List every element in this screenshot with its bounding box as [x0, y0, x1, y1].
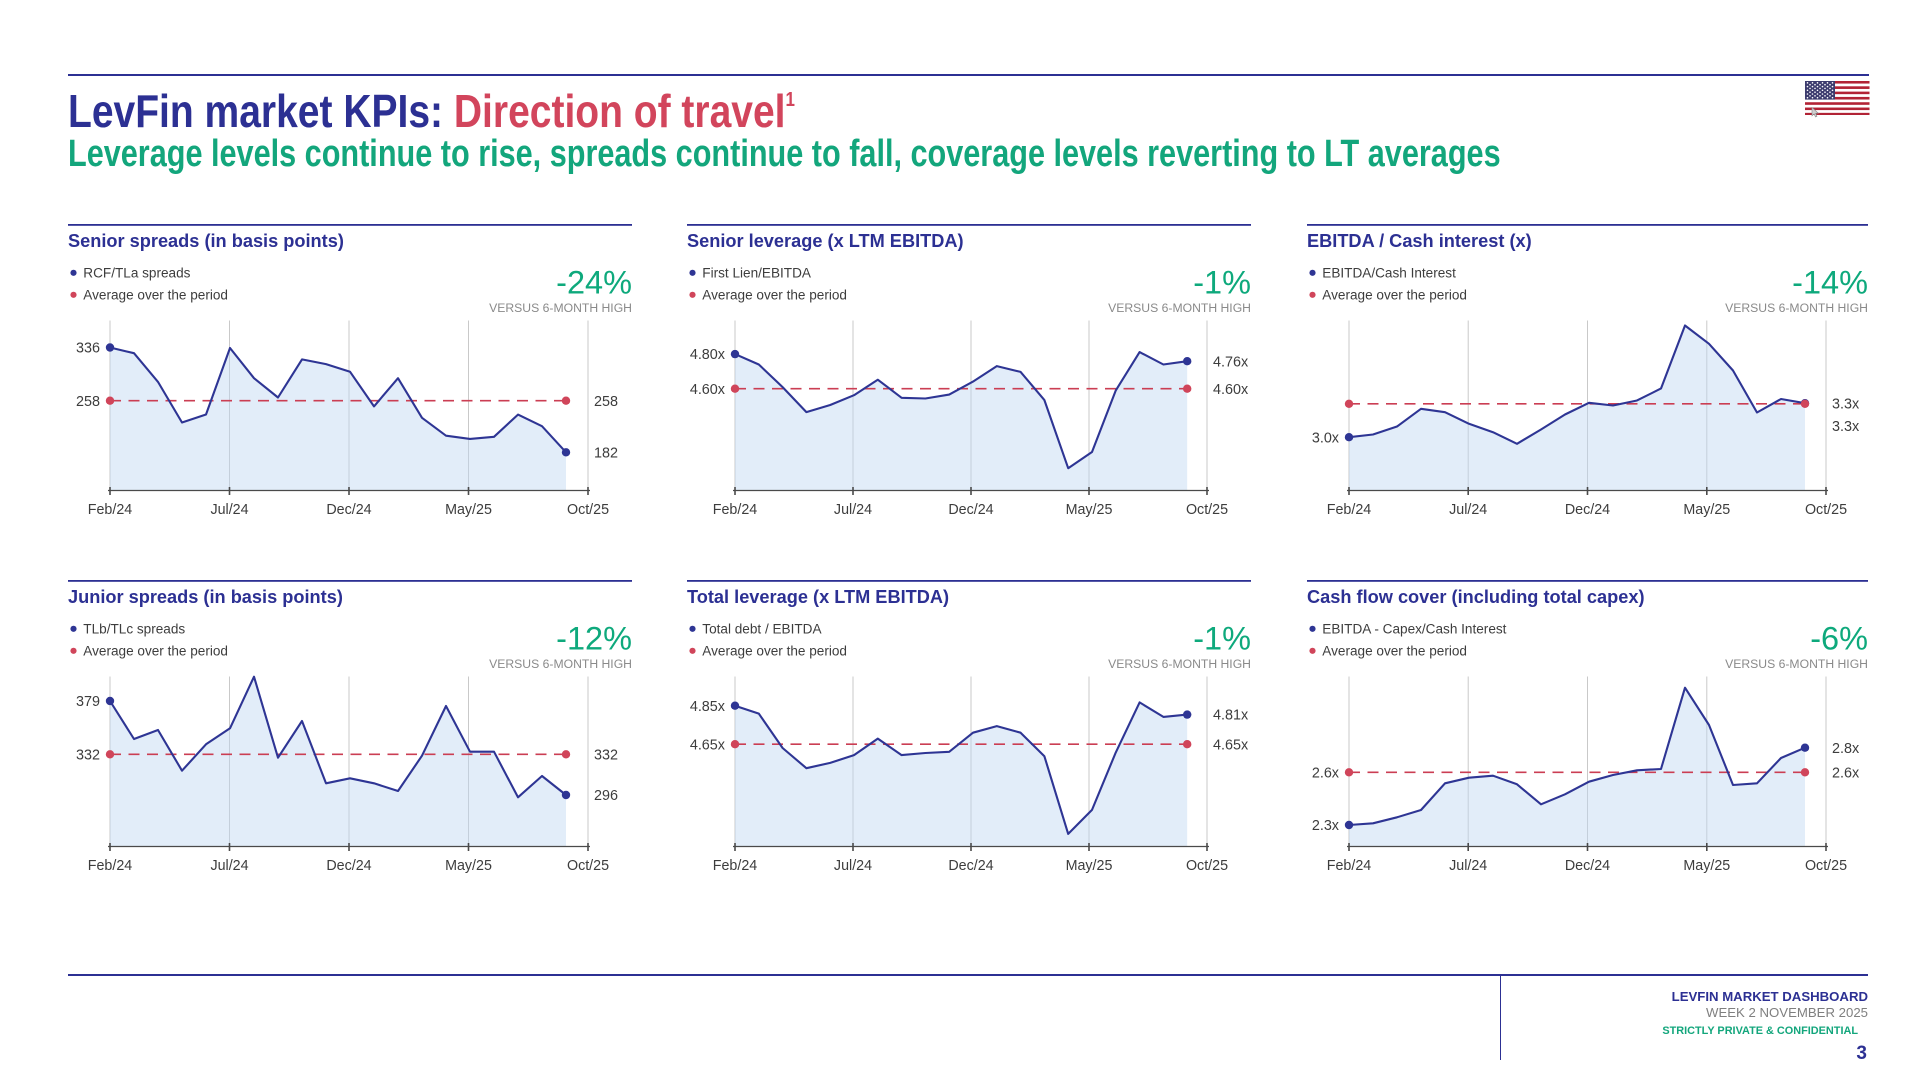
- svg-text:-14%: -14%: [1792, 264, 1868, 300]
- svg-text:Feb/24: Feb/24: [88, 858, 133, 874]
- svg-text:Dec/24: Dec/24: [326, 858, 371, 874]
- svg-text:VERSUS 6-MONTH HIGH: VERSUS 6-MONTH HIGH: [489, 300, 632, 314]
- svg-text:Jul/24: Jul/24: [834, 858, 872, 874]
- svg-text:Cash flow cover (including tot: Cash flow cover (including total capex): [1307, 587, 1645, 607]
- svg-text:Oct/25: Oct/25: [1186, 501, 1228, 517]
- svg-text:4.60x: 4.60x: [690, 381, 726, 397]
- svg-text:-6%: -6%: [1810, 621, 1868, 657]
- svg-text:Oct/25: Oct/25: [567, 501, 609, 517]
- svg-text:TLb/TLc spreads: TLb/TLc spreads: [83, 622, 185, 637]
- svg-text:2.3x: 2.3x: [1312, 818, 1340, 834]
- svg-text:Senior leverage (x LTM EBITDA): Senior leverage (x LTM EBITDA): [687, 230, 964, 250]
- svg-text:Oct/25: Oct/25: [1186, 858, 1228, 874]
- svg-text:VERSUS 6-MONTH HIGH: VERSUS 6-MONTH HIGH: [489, 657, 632, 671]
- svg-text:VERSUS 6-MONTH HIGH: VERSUS 6-MONTH HIGH: [1725, 300, 1868, 314]
- svg-text:May/25: May/25: [445, 858, 492, 874]
- svg-text:VERSUS 6-MONTH HIGH: VERSUS 6-MONTH HIGH: [1108, 657, 1251, 671]
- svg-text:Average over the period: Average over the period: [1322, 644, 1467, 659]
- svg-text:2.8x: 2.8x: [1832, 741, 1860, 757]
- svg-text:332: 332: [76, 747, 100, 763]
- svg-text:Dec/24: Dec/24: [1565, 858, 1610, 874]
- svg-text:Feb/24: Feb/24: [1327, 501, 1372, 517]
- svg-text:May/25: May/25: [445, 501, 492, 517]
- svg-text:Junior spreads (in basis point: Junior spreads (in basis points): [68, 587, 343, 607]
- svg-text:2.6x: 2.6x: [1832, 765, 1860, 781]
- svg-text:Oct/25: Oct/25: [567, 858, 609, 874]
- svg-text:EBITDA/Cash Interest: EBITDA/Cash Interest: [1322, 265, 1456, 280]
- svg-text:4.60x: 4.60x: [1213, 381, 1249, 397]
- svg-text:RCF/TLa spreads: RCF/TLa spreads: [83, 265, 190, 280]
- svg-text:Jul/24: Jul/24: [1449, 501, 1487, 517]
- svg-text:VERSUS 6-MONTH HIGH: VERSUS 6-MONTH HIGH: [1108, 300, 1251, 314]
- svg-text:Oct/25: Oct/25: [1805, 501, 1847, 517]
- svg-text:4.76x: 4.76x: [1213, 354, 1249, 370]
- svg-text:336: 336: [76, 340, 100, 356]
- svg-text:379: 379: [76, 694, 100, 710]
- svg-text:Average over the period: Average over the period: [83, 287, 228, 302]
- svg-text:4.85x: 4.85x: [690, 699, 726, 715]
- svg-text:4.65x: 4.65x: [1213, 737, 1249, 753]
- svg-text:258: 258: [76, 393, 100, 409]
- svg-text:Oct/25: Oct/25: [1805, 858, 1847, 874]
- svg-text:-24%: -24%: [556, 264, 632, 300]
- svg-text:2.6x: 2.6x: [1312, 765, 1340, 781]
- svg-text:Average over the period: Average over the period: [83, 644, 228, 659]
- svg-text:332: 332: [594, 747, 618, 763]
- svg-text:Jul/24: Jul/24: [210, 501, 248, 517]
- svg-text:3.3x: 3.3x: [1832, 419, 1860, 435]
- svg-text:3.3x: 3.3x: [1832, 396, 1860, 412]
- svg-text:Jul/24: Jul/24: [210, 858, 248, 874]
- svg-text:Average over the period: Average over the period: [1322, 287, 1467, 302]
- svg-text:258: 258: [594, 393, 618, 409]
- svg-text:Total leverage (x LTM EBITDA): Total leverage (x LTM EBITDA): [687, 587, 949, 607]
- svg-text:May/25: May/25: [1066, 501, 1113, 517]
- svg-text:4.80x: 4.80x: [690, 347, 726, 363]
- svg-text:First Lien/EBITDA: First Lien/EBITDA: [702, 265, 812, 280]
- svg-text:Dec/24: Dec/24: [1565, 501, 1610, 517]
- svg-text:VERSUS 6-MONTH HIGH: VERSUS 6-MONTH HIGH: [1725, 657, 1868, 671]
- svg-text:Feb/24: Feb/24: [713, 858, 758, 874]
- svg-text:4.81x: 4.81x: [1213, 708, 1249, 724]
- svg-text:-1%: -1%: [1193, 621, 1251, 657]
- svg-text:Feb/24: Feb/24: [713, 501, 758, 517]
- svg-text:Average over the period: Average over the period: [702, 287, 847, 302]
- svg-text:EBITDA / Cash interest (x): EBITDA / Cash interest (x): [1307, 230, 1532, 250]
- svg-text:Feb/24: Feb/24: [1327, 858, 1372, 874]
- svg-text:182: 182: [594, 445, 618, 461]
- svg-text:-1%: -1%: [1193, 264, 1251, 300]
- svg-text:Dec/24: Dec/24: [948, 858, 993, 874]
- svg-text:May/25: May/25: [1066, 858, 1113, 874]
- svg-text:Jul/24: Jul/24: [834, 501, 872, 517]
- svg-text:Dec/24: Dec/24: [948, 501, 993, 517]
- svg-text:4.65x: 4.65x: [690, 737, 726, 753]
- svg-text:Jul/24: Jul/24: [1449, 858, 1487, 874]
- svg-text:May/25: May/25: [1683, 501, 1730, 517]
- svg-text:Total debt / EBITDA: Total debt / EBITDA: [702, 622, 822, 637]
- svg-text:Feb/24: Feb/24: [88, 501, 133, 517]
- svg-text:3.0x: 3.0x: [1312, 430, 1340, 446]
- svg-text:Average over the period: Average over the period: [702, 644, 847, 659]
- svg-text:EBITDA - Capex/Cash Interest: EBITDA - Capex/Cash Interest: [1322, 622, 1506, 637]
- svg-text:296: 296: [594, 788, 618, 804]
- svg-text:Senior spreads (in basis point: Senior spreads (in basis points): [68, 230, 344, 250]
- svg-text:-12%: -12%: [556, 621, 632, 657]
- svg-text:May/25: May/25: [1683, 858, 1730, 874]
- svg-text:Dec/24: Dec/24: [326, 501, 371, 517]
